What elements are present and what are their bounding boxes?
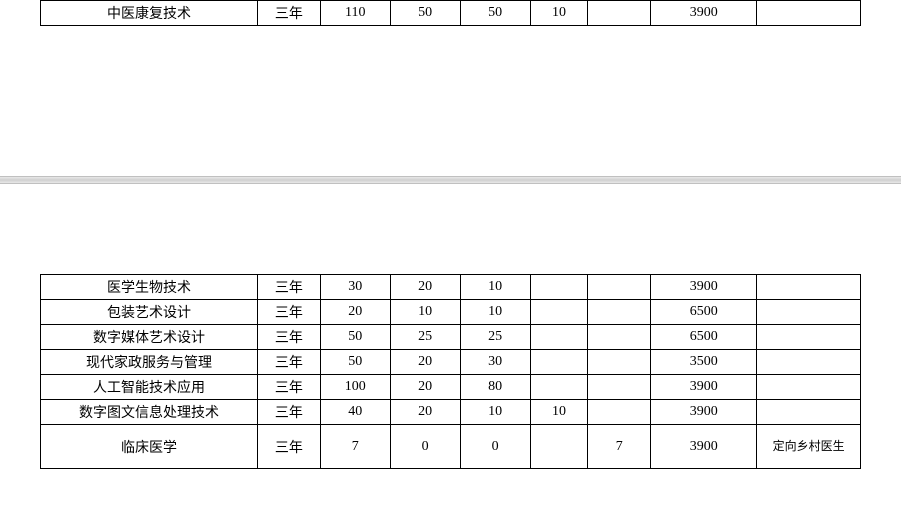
bottom-table: 医学生物技术 三年 30 20 10 3900 包装艺术设计 三年 20 10 … [40, 274, 861, 469]
cell-n4 [530, 325, 588, 350]
cell-n1: 100 [320, 375, 390, 400]
table-row: 现代家政服务与管理 三年 50 20 30 3500 [41, 350, 861, 375]
table-row: 中医康复技术 三年 110 50 50 10 3900 [41, 1, 861, 26]
cell-note [757, 275, 861, 300]
cell-duration: 三年 [258, 1, 321, 26]
cell-duration: 三年 [258, 375, 321, 400]
cell-n3: 30 [460, 350, 530, 375]
cell-major: 医学生物技术 [41, 275, 258, 300]
cell-major: 临床医学 [41, 425, 258, 469]
cell-major: 中医康复技术 [41, 1, 258, 26]
cell-price: 3900 [651, 1, 757, 26]
cell-n2: 20 [390, 275, 460, 300]
cell-n3: 10 [460, 300, 530, 325]
cell-n1: 50 [320, 350, 390, 375]
cell-duration: 三年 [258, 400, 321, 425]
cell-note [757, 1, 861, 26]
cell-duration: 三年 [258, 275, 321, 300]
cell-price: 3900 [651, 425, 757, 469]
cell-price: 3500 [651, 350, 757, 375]
table-row: 医学生物技术 三年 30 20 10 3900 [41, 275, 861, 300]
cell-n4 [530, 375, 588, 400]
cell-n1: 20 [320, 300, 390, 325]
table-row: 临床医学 三年 7 0 0 7 3900 定向乡村医生 [41, 425, 861, 469]
cell-n3: 0 [460, 425, 530, 469]
cell-n1: 40 [320, 400, 390, 425]
cell-n5 [588, 1, 651, 26]
cell-n2: 20 [390, 400, 460, 425]
cell-n2: 25 [390, 325, 460, 350]
cell-price: 6500 [651, 325, 757, 350]
cell-duration: 三年 [258, 300, 321, 325]
cell-major: 数字媒体艺术设计 [41, 325, 258, 350]
cell-n5 [588, 300, 651, 325]
cell-major: 现代家政服务与管理 [41, 350, 258, 375]
cell-note: 定向乡村医生 [757, 425, 861, 469]
cell-n1: 50 [320, 325, 390, 350]
cell-price: 6500 [651, 300, 757, 325]
cell-duration: 三年 [258, 325, 321, 350]
cell-n5 [588, 275, 651, 300]
top-table-container: 中医康复技术 三年 110 50 50 10 3900 [0, 0, 901, 26]
cell-n3: 80 [460, 375, 530, 400]
cell-n3: 10 [460, 400, 530, 425]
cell-n2: 50 [390, 1, 460, 26]
cell-n3: 50 [460, 1, 530, 26]
cell-n4 [530, 350, 588, 375]
cell-n4 [530, 300, 588, 325]
cell-n4: 10 [530, 1, 588, 26]
table-row: 数字图文信息处理技术 三年 40 20 10 10 3900 [41, 400, 861, 425]
table-row: 包装艺术设计 三年 20 10 10 6500 [41, 300, 861, 325]
cell-n2: 10 [390, 300, 460, 325]
cell-n5 [588, 375, 651, 400]
cell-major: 人工智能技术应用 [41, 375, 258, 400]
cell-n1: 30 [320, 275, 390, 300]
cell-note [757, 400, 861, 425]
cell-price: 3900 [651, 375, 757, 400]
cell-n3: 10 [460, 275, 530, 300]
cell-duration: 三年 [258, 350, 321, 375]
cell-n2: 20 [390, 350, 460, 375]
cell-n2: 0 [390, 425, 460, 469]
page-divider [0, 176, 901, 184]
cell-n2: 20 [390, 375, 460, 400]
top-table: 中医康复技术 三年 110 50 50 10 3900 [40, 0, 861, 26]
cell-note [757, 325, 861, 350]
cell-note [757, 375, 861, 400]
cell-n5: 7 [588, 425, 651, 469]
cell-n4 [530, 425, 588, 469]
cell-n5 [588, 350, 651, 375]
table-row: 人工智能技术应用 三年 100 20 80 3900 [41, 375, 861, 400]
cell-n1: 110 [320, 1, 390, 26]
table-row: 数字媒体艺术设计 三年 50 25 25 6500 [41, 325, 861, 350]
cell-n3: 25 [460, 325, 530, 350]
cell-note [757, 350, 861, 375]
cell-major: 数字图文信息处理技术 [41, 400, 258, 425]
cell-duration: 三年 [258, 425, 321, 469]
cell-major: 包装艺术设计 [41, 300, 258, 325]
cell-n5 [588, 400, 651, 425]
cell-n4: 10 [530, 400, 588, 425]
bottom-table-container: 医学生物技术 三年 30 20 10 3900 包装艺术设计 三年 20 10 … [0, 274, 901, 469]
cell-price: 3900 [651, 275, 757, 300]
cell-n1: 7 [320, 425, 390, 469]
cell-note [757, 300, 861, 325]
cell-price: 3900 [651, 400, 757, 425]
cell-n5 [588, 325, 651, 350]
cell-n4 [530, 275, 588, 300]
